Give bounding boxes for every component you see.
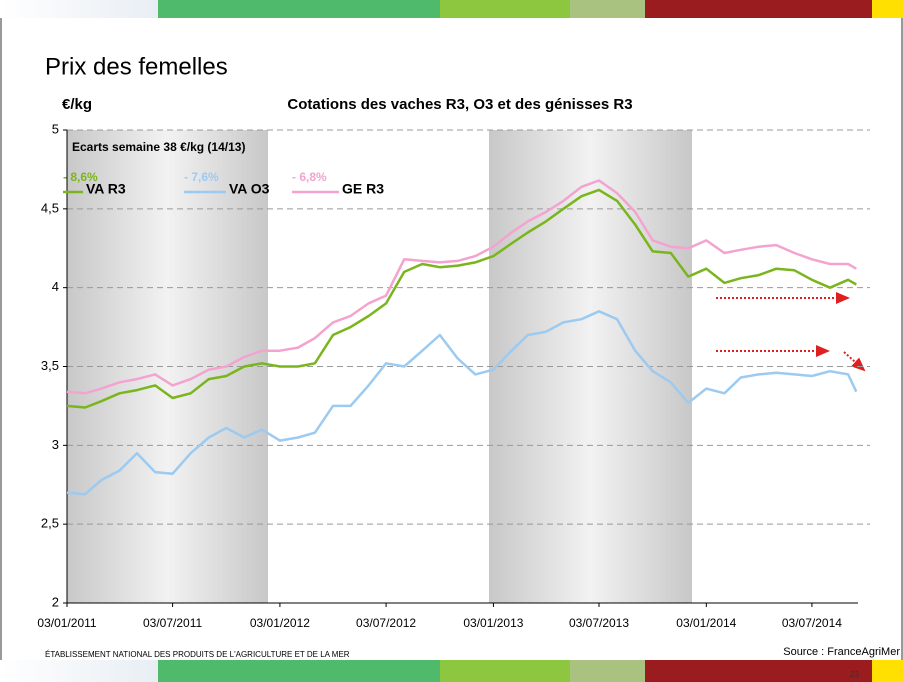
slide-title: Prix des femelles <box>45 53 228 80</box>
series-line <box>66 310 858 496</box>
legend-change: - 7,6% <box>184 170 219 184</box>
y-tick-label: 5 <box>52 121 59 136</box>
bottom-bar <box>0 660 903 682</box>
legend-label: VA O3 <box>229 181 270 197</box>
source: Source : FranceAgriMer <box>783 646 900 658</box>
top-bar <box>0 0 903 18</box>
x-tick-label: 03/07/2013 <box>569 616 629 630</box>
y-tick-label: 3 <box>52 437 59 452</box>
chart-title: Cotations des vaches R3, O3 et des génis… <box>287 96 632 113</box>
plot: 2 2,5 3 3,5 4 4,5 5 03/01/2011 03/07/2011 03/01/2… <box>37 121 870 630</box>
x-tick-label: 03/07/2014 <box>782 616 842 630</box>
y-tick-label: 4 <box>52 279 59 294</box>
x-tick-label: 03/01/2013 <box>463 616 523 630</box>
x-tick-label: 03/01/2012 <box>250 616 310 630</box>
x-tick-label: 03/01/2014 <box>676 616 736 630</box>
page-number: 23 <box>850 670 859 679</box>
legend-change: - 8,6% <box>63 170 98 184</box>
x-tick-label: 03/07/2011 <box>143 616 202 630</box>
y-tick-label: 2,5 <box>41 516 59 531</box>
trend-arrows <box>716 292 866 372</box>
legend-label: VA R3 <box>86 181 126 197</box>
series-line <box>66 188 857 409</box>
x-tick-label: 03/07/2012 <box>356 616 416 630</box>
footer-institution: ÉTABLISSEMENT NATIONAL DES PRODUITS DE L… <box>45 650 350 659</box>
legend-change: - 6,8% <box>292 170 327 184</box>
y-tick-label: 3,5 <box>41 358 59 373</box>
series-line <box>66 179 857 395</box>
x-tick-label: 03/01/2011 <box>37 616 96 630</box>
y-axis-label: €/kg <box>62 96 92 113</box>
legend-label: GE R3 <box>342 181 384 197</box>
y-tick-label: 2 <box>52 594 59 609</box>
annotation: Ecarts semaine 38 €/kg (14/13) <box>72 140 245 154</box>
y-tick-label: 4,5 <box>41 200 59 215</box>
